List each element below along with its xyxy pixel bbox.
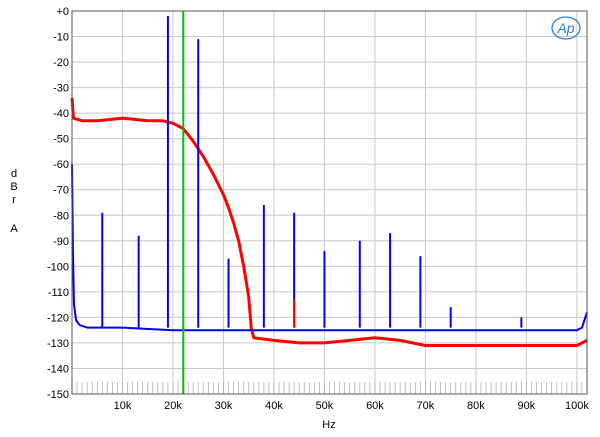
y-tick-label: -130 <box>47 338 69 350</box>
x-tick-labels: 10k 20k 30k 40k 50k 60k 70k 80k 90k 100k <box>114 400 590 412</box>
y-tick-label: -40 <box>53 108 69 120</box>
y-axis-title: dBr A <box>10 168 18 235</box>
series-line-0 <box>70 97 588 347</box>
minor-ticks <box>76 382 583 394</box>
y-axis-title-char: B <box>10 181 17 193</box>
x-tick-label: 70k <box>417 400 435 412</box>
y-tick-label: -150 <box>47 389 69 401</box>
y-tick-label: -120 <box>47 312 69 324</box>
x-tick-label: 60k <box>366 400 384 412</box>
y-tick-label: -30 <box>53 83 69 95</box>
y-tick-label: -80 <box>53 210 69 222</box>
y-tick-label: -100 <box>47 261 69 273</box>
y-tick-label: -10 <box>53 32 69 44</box>
y-axis-title-char: d <box>11 168 17 180</box>
y-tick-label: -20 <box>53 57 69 69</box>
x-tick-label: 90k <box>518 400 536 412</box>
y-tick-label: -70 <box>53 185 69 197</box>
y-tick-label: -50 <box>53 134 69 146</box>
y-axis-title-char: r <box>12 194 16 206</box>
plot-frame <box>71 10 588 395</box>
x-tick-label: 40k <box>265 400 283 412</box>
spike-layer <box>101 16 523 328</box>
y-tick-labels: +0 -10 -20 -30 -40 -50 -60 -70 -80 -90 -100 -110 -12… <box>47 6 69 401</box>
y-axis-title-char: A <box>10 223 18 235</box>
x-tick-label: 50k <box>316 400 334 412</box>
x-tick-label: 100k <box>565 400 589 412</box>
y-tick-label: -110 <box>48 287 69 299</box>
series-line-1 <box>71 164 588 332</box>
y-tick-label: +0 <box>56 6 69 18</box>
x-tick-label: 30k <box>215 400 233 412</box>
plot-area <box>72 11 587 394</box>
ap-logo: Ap <box>551 16 581 40</box>
svg-text:Ap: Ap <box>556 20 574 36</box>
x-tick-label: 20k <box>164 400 182 412</box>
x-tick-label: 10k <box>114 400 132 412</box>
series-layer <box>70 11 588 394</box>
y-tick-label: -60 <box>53 159 69 171</box>
x-tick-label: 80k <box>467 400 485 412</box>
y-tick-label: -90 <box>53 236 69 248</box>
x-axis-title: Hz <box>322 419 335 431</box>
y-tick-label: -140 <box>47 363 69 375</box>
